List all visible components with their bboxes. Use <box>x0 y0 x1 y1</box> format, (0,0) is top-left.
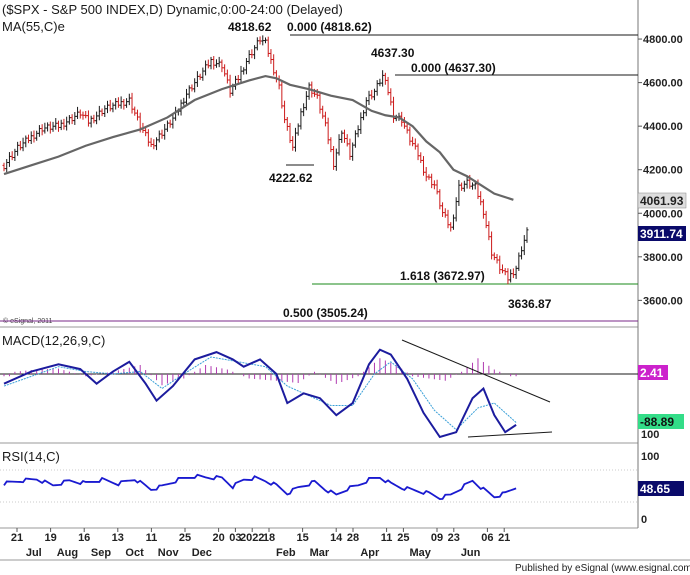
x-axis-label: 21 <box>498 532 510 544</box>
rsi-line <box>3 473 517 500</box>
x-axis-label: Mar <box>310 547 330 559</box>
rsi-tick-0: 0 <box>641 514 647 526</box>
x-axis-label: Aug <box>57 547 78 559</box>
x-axis-label: 14 <box>330 532 343 544</box>
price-tick-label: 4000.00 <box>643 208 683 220</box>
x-axis-label: 13 <box>112 532 124 544</box>
macd-signal-value-tag <box>638 414 684 429</box>
price-tick-label: 4400.00 <box>643 121 683 133</box>
price-tick-label: 4600.00 <box>643 78 683 90</box>
x-axis-label: Apr <box>360 547 380 559</box>
x-axis-label: Sep <box>91 547 111 559</box>
price-tick-label: 4800.00 <box>643 34 683 46</box>
price-annotations: 4818.62 4637.30 4222.62 3636.87 <box>228 20 552 311</box>
macd-line <box>3 348 517 439</box>
x-axis-label: 11 <box>146 532 158 544</box>
x-axis-label: Jul <box>26 547 42 559</box>
x-axis-label: 25 <box>397 532 409 544</box>
ma-last-value: 4061.93 <box>640 194 684 208</box>
x-axis-label: 2022 <box>240 532 264 544</box>
level-label-4637: 0.000 (4637.30) <box>411 61 496 75</box>
x-axis-label: 28 <box>347 532 359 544</box>
x-axis-label: Feb <box>276 547 296 559</box>
publisher-footer: Published by eSignal (www.esignal.com) <box>515 563 690 574</box>
x-axis-label: 15 <box>296 532 308 544</box>
macd-last-value-tag <box>638 365 668 380</box>
x-axis-label: 25 <box>179 532 191 544</box>
macd-upper-trendline <box>401 339 551 403</box>
x-axis-label: 18 <box>263 532 275 544</box>
annotation-low-3636: 3636.87 <box>508 297 552 311</box>
ma-legend: MA(55,C)e <box>2 19 65 34</box>
chart-title: ($SPX - S&P 500 INDEX,D) Dynamic,0:00-24… <box>2 2 343 17</box>
x-axis-label: Jun <box>461 547 481 559</box>
annotation-low-4222: 4222.62 <box>269 171 313 185</box>
level-label-3505: 0.500 (3505.24) <box>283 306 368 320</box>
rsi-title: RSI(14,C) <box>2 449 60 464</box>
macd-signal-line <box>3 356 517 431</box>
macd-last-value: 2.41 <box>640 366 664 380</box>
level-label-3672: 1.618 (3672.97) <box>400 269 485 283</box>
price-last-value-tag <box>638 226 686 241</box>
price-tick-label: 3800.00 <box>643 252 683 264</box>
ma55-line <box>3 74 514 201</box>
macd-signal-value: -88.89 <box>640 415 674 429</box>
macd-tick-100: 100 <box>641 429 659 441</box>
x-axis-label: 11 <box>381 532 393 544</box>
price-axis-ticks: 4800.00 4600.00 4400.00 4200.00 4000.00 3800.… <box>638 34 683 307</box>
x-axis-label: Oct <box>125 547 144 559</box>
rsi-tick-100: 100 <box>641 451 659 463</box>
x-axis-label: 03 <box>229 532 241 544</box>
x-axis-label: 19 <box>44 532 56 544</box>
macd-lower-trendline <box>467 431 553 438</box>
x-axis-label: 20 <box>212 532 224 544</box>
macd-title: MACD(12,26,9,C) <box>2 333 105 348</box>
price-last-value-tags: 4061.93 3911.74 <box>637 192 687 241</box>
x-axis-label: May <box>409 547 431 559</box>
x-axis-label: 06 <box>481 532 493 544</box>
rsi-last-value: 48.65 <box>640 482 670 496</box>
x-axis-label: Dec <box>192 547 212 559</box>
price-tick-label: 4200.00 <box>643 165 683 177</box>
x-axis-label: 21 <box>11 532 23 544</box>
level-label-4818: 0.000 (4818.62) <box>287 20 372 34</box>
annotation-high-4637: 4637.30 <box>371 46 415 60</box>
price-last-value: 3911.74 <box>640 227 683 241</box>
price-tick-label: 3600.00 <box>643 295 683 307</box>
annotation-high-4818: 4818.62 <box>228 20 272 34</box>
x-axis-label: 16 <box>78 532 90 544</box>
rsi-last-value-tag <box>638 481 684 496</box>
ma-last-value-tag <box>637 192 687 209</box>
x-axis-label: 23 <box>448 532 460 544</box>
fib-levels: 0.000 (4818.62) 0.000 (4637.30) 1.618 (3… <box>0 20 638 322</box>
x-axis-label: Nov <box>158 547 180 559</box>
x-axis-label: 09 <box>431 532 443 544</box>
